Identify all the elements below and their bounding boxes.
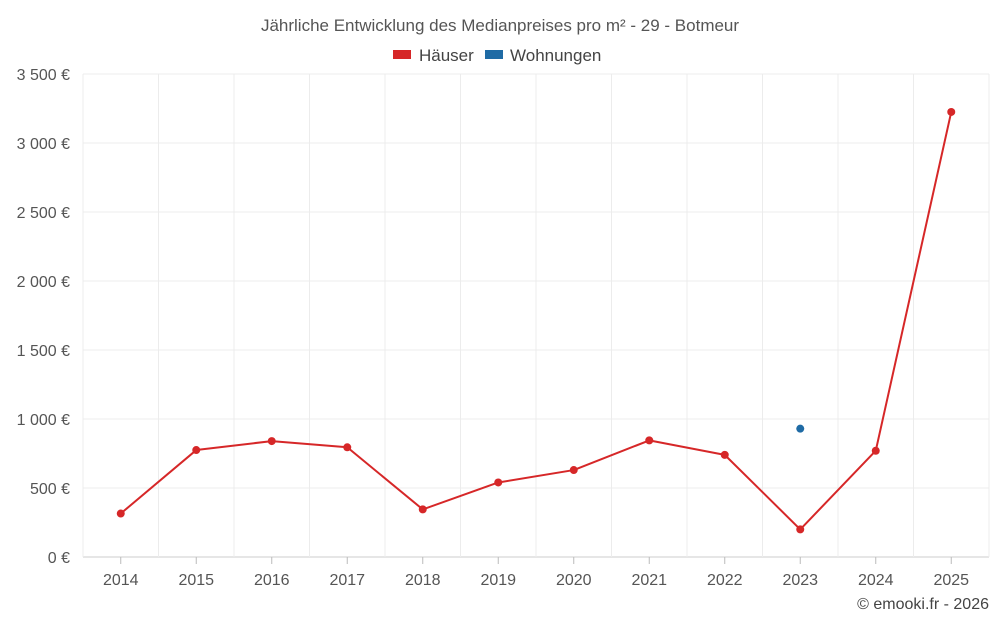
x-tick-label: 2016 (254, 572, 290, 589)
y-tick-label: 1 000 € (17, 412, 70, 429)
y-axis: 0 € 500 € 1 000 € 1 500 € 2 000 € 2 500 € 3 00… (17, 67, 70, 567)
legend-item-haeuser[interactable]: Häuser (393, 46, 474, 65)
x-tick-label: 2023 (782, 572, 818, 589)
legend-label-haeuser: Häuser (419, 46, 474, 65)
y-tick-label: 0 € (48, 550, 70, 567)
x-tick-label: 2020 (556, 572, 592, 589)
legend-swatch-wohnungen (485, 50, 503, 59)
y-tick-label: 3 000 € (17, 136, 70, 153)
y-tick-label: 500 € (30, 481, 70, 498)
x-tick-label: 2014 (103, 572, 139, 589)
x-tick-label: 2019 (480, 572, 516, 589)
x-axis: 2014 2015 2016 2017 2018 2019 2020 2021 2022 2023… (103, 557, 969, 589)
series-line-haeuser (120, 111, 953, 531)
x-tick-label: 2018 (405, 572, 441, 589)
x-tick-label: 2025 (933, 572, 969, 589)
y-tick-label: 2 000 € (17, 274, 70, 291)
data-point-haeuser (418, 505, 427, 514)
data-point-haeuser (796, 525, 805, 534)
y-tick-label: 1 500 € (17, 343, 70, 360)
chart-title: Jährliche Entwicklung des Medianpreises … (261, 16, 739, 35)
data-point-haeuser (494, 478, 503, 487)
legend-swatch-haeuser (393, 50, 411, 59)
data-point-haeuser (267, 437, 276, 446)
x-tick-label: 2022 (707, 572, 743, 589)
legend-label-wohnungen: Wohnungen (510, 46, 601, 65)
legend: Häuser Wohnungen (393, 46, 601, 65)
data-point-wohnungen (796, 424, 805, 433)
data-point-haeuser (569, 466, 578, 475)
grid (82, 73, 990, 558)
data-point-haeuser (116, 509, 125, 518)
copyright: © emooki.fr - 2026 (857, 596, 989, 613)
x-tick-label: 2024 (858, 572, 894, 589)
x-tick-label: 2017 (329, 572, 365, 589)
x-tick-label: 2015 (178, 572, 214, 589)
data-point-haeuser (947, 107, 956, 116)
series-layer (116, 107, 956, 534)
data-point-haeuser (343, 443, 352, 452)
data-point-haeuser (192, 446, 201, 455)
y-tick-label: 3 500 € (17, 67, 70, 84)
data-point-haeuser (645, 436, 654, 445)
x-tick-label: 2021 (631, 572, 667, 589)
legend-item-wohnungen[interactable]: Wohnungen (485, 46, 601, 65)
y-tick-label: 2 500 € (17, 205, 70, 222)
data-point-haeuser (720, 450, 729, 459)
data-point-haeuser (871, 446, 880, 455)
